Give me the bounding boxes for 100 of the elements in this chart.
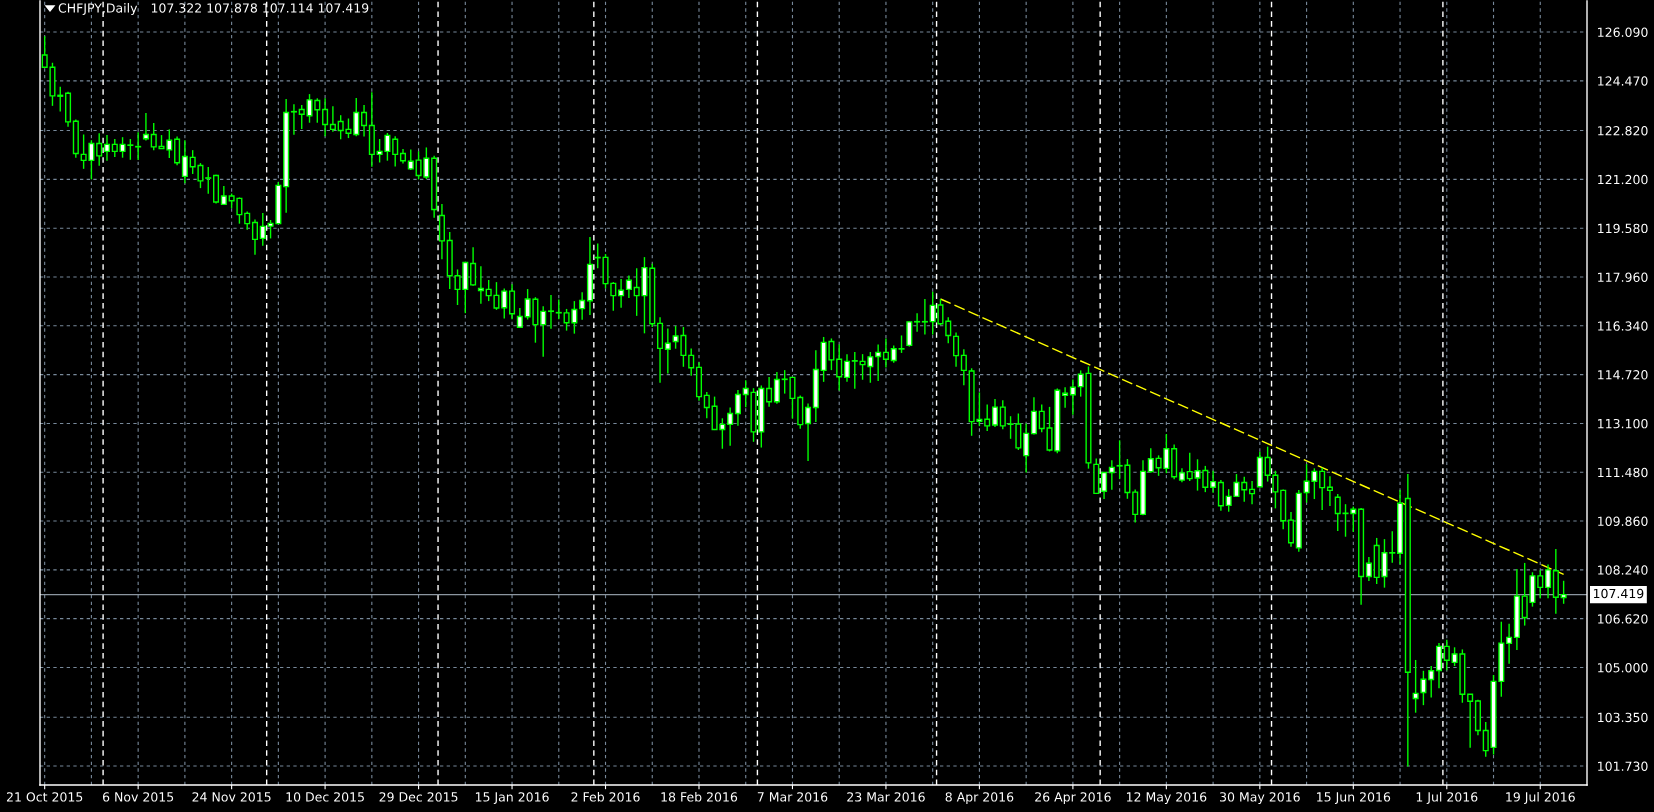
candlestick — [618, 278, 625, 309]
y-tick-label: 106.620 — [1598, 614, 1648, 624]
candlestick — [1420, 670, 1427, 706]
candlestick — [921, 298, 928, 336]
candlestick — [1506, 623, 1513, 665]
x-tick-label: 30 May 2016 — [1220, 792, 1300, 805]
candlestick — [1365, 556, 1372, 582]
candlestick — [999, 399, 1006, 430]
y-tick-label: 113.100 — [1598, 418, 1648, 429]
y-tick-label: 101.730 — [1598, 761, 1648, 771]
x-tick-label: 8 Apr 2016 — [945, 792, 1014, 805]
candlestick — [984, 403, 991, 432]
candlestick — [220, 185, 227, 206]
candlestick — [734, 389, 741, 427]
candlestick — [906, 320, 913, 348]
x-tick-label: 10 Dec 2015 — [286, 792, 364, 802]
y-tick-label: 103.350 — [1598, 712, 1648, 723]
candlestick — [1326, 475, 1333, 507]
chart-subtitle: 107.322 107.878 107.114 107.419 — [151, 3, 369, 13]
chart-title: CHFJPY,Daily — [58, 3, 138, 16]
y-tick-label: 109.860 — [1598, 516, 1648, 526]
candlestick — [1217, 479, 1224, 512]
candlestick — [392, 135, 399, 168]
candlestick — [174, 135, 181, 166]
x-tick-label: 7 Mar 2016 — [757, 792, 828, 802]
candlestick — [727, 406, 734, 447]
candlestick — [579, 291, 586, 321]
candlestick — [1147, 447, 1154, 474]
candlestick — [111, 138, 118, 158]
candlestick — [1249, 480, 1256, 505]
y-tick-label: 121.200 — [1598, 174, 1648, 185]
candlestick — [509, 283, 516, 320]
candlestick — [1560, 580, 1567, 605]
candlestick — [540, 305, 547, 358]
candlestick — [57, 86, 64, 113]
candlestick — [96, 132, 103, 167]
candlestick — [851, 351, 858, 390]
y-tick-label: 117.960 — [1598, 272, 1648, 282]
candlestick — [1287, 511, 1295, 548]
y-tick-label: 108.240 — [1598, 565, 1648, 575]
x-tick-label: 23 Mar 2016 — [847, 792, 925, 802]
x-tick-label: 6 Nov 2015 — [102, 792, 174, 802]
candlestick — [470, 246, 477, 287]
candlestick — [1062, 386, 1069, 409]
x-tick-label: 18 Feb 2016 — [661, 791, 738, 802]
candlestick — [547, 294, 555, 330]
x-tick-label: 2 Feb 2016 — [571, 791, 640, 802]
candlestick — [953, 331, 960, 368]
y-tick-label: 105.000 — [1598, 662, 1648, 673]
candlestick — [664, 327, 671, 375]
candlestick — [1467, 693, 1474, 749]
candlestick — [142, 112, 149, 142]
candlestick — [1428, 665, 1435, 699]
candlestick — [205, 166, 212, 195]
candlestick — [1545, 563, 1552, 599]
candlestick — [1210, 470, 1217, 494]
y-tick-label: 114.720 — [1598, 370, 1648, 380]
x-tick-label: 21 Oct 2015 — [6, 792, 83, 802]
candlestick — [1108, 459, 1115, 491]
candlestick — [1443, 639, 1450, 671]
x-tick-label: 12 May 2016 — [1126, 792, 1207, 805]
y-tick-label: 116.340 — [1598, 321, 1648, 331]
candlestick — [1412, 659, 1419, 714]
candlestick — [251, 218, 259, 256]
candlestick — [1023, 422, 1030, 474]
candlestick — [181, 139, 188, 184]
candlestick — [322, 97, 329, 137]
candlestick — [1030, 396, 1037, 436]
candlestick — [843, 353, 851, 383]
y-tick-label: 126.090 — [1598, 27, 1648, 37]
candlestick — [353, 97, 360, 137]
y-tick-label: 119.580 — [1598, 223, 1648, 234]
candlestick — [244, 210, 251, 231]
x-tick-label: 15 Jan 2016 — [475, 792, 549, 804]
y-tick-label: 122.820 — [1598, 126, 1648, 136]
candlestick — [477, 265, 484, 305]
candlestick — [501, 287, 508, 320]
candlestick — [329, 105, 336, 133]
candlestick — [882, 337, 889, 369]
candlestick — [135, 131, 142, 161]
x-tick-label: 26 Apr 2016 — [1035, 792, 1111, 805]
x-tick-label: 19 Jul 2016 — [1506, 791, 1575, 804]
x-tick-label: 24 Nov 2015 — [192, 792, 271, 802]
candlestick — [516, 307, 523, 329]
candlestick — [991, 398, 999, 428]
candlestick — [555, 298, 562, 320]
candlestick — [805, 402, 812, 462]
candlestick — [361, 104, 368, 138]
candlestick — [836, 343, 843, 392]
x-tick-label: 1 Jul 2016 — [1416, 791, 1478, 804]
candlestick — [703, 391, 710, 420]
x-tick-label: 15 Jun 2016 — [1317, 792, 1391, 804]
y-tick-label: 124.470 — [1598, 76, 1648, 86]
candlestick — [1132, 488, 1139, 524]
y-tick-label: 111.480 — [1598, 467, 1648, 478]
candlestick — [773, 371, 780, 405]
candlestick — [766, 376, 773, 408]
candlestick — [960, 348, 967, 386]
candlestick — [290, 103, 297, 136]
x-tick-label: 29 Dec 2015 — [379, 792, 458, 802]
